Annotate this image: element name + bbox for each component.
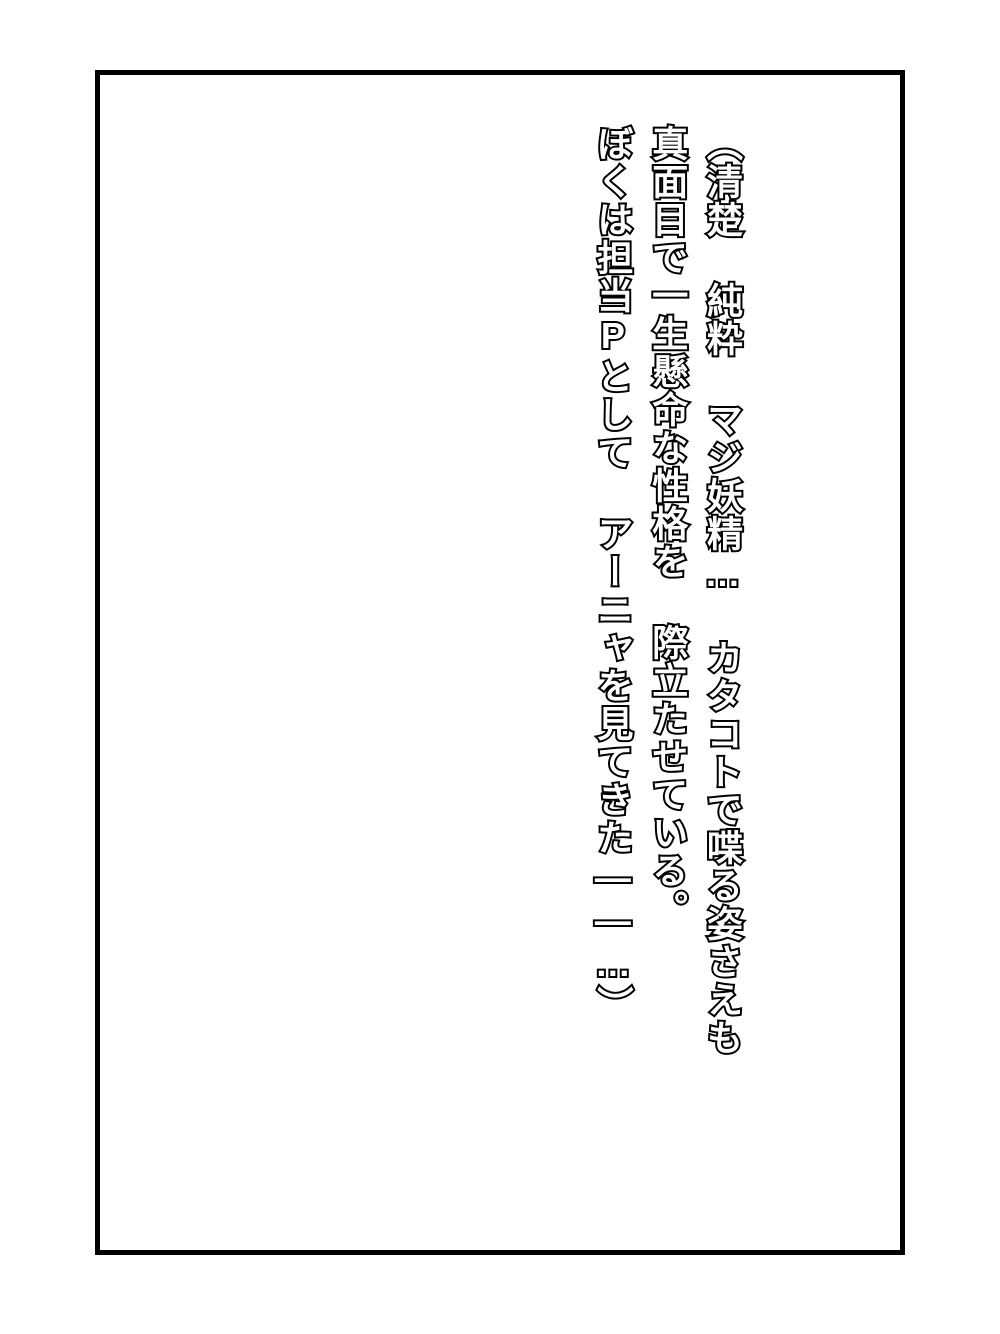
text-line-2: 真面目で一生懸命な性格を 際立たせている。	[643, 125, 690, 1057]
manga-panel-frame: （清楚 純粋 マジ妖精… カタコトで喋る姿さえも 真面目で一生懸命な性格を 際立…	[95, 70, 905, 1255]
text-line-1: （清楚 純粋 マジ妖精… カタコトで喋る姿さえも	[698, 125, 745, 1057]
narration-text-block: （清楚 純粋 マジ妖精… カタコトで喋る姿さえも 真面目で一生懸命な性格を 際立…	[589, 125, 745, 1057]
text-line-3: ぼくは担当Pとして アーニャを見てきた――…）	[589, 125, 636, 1057]
